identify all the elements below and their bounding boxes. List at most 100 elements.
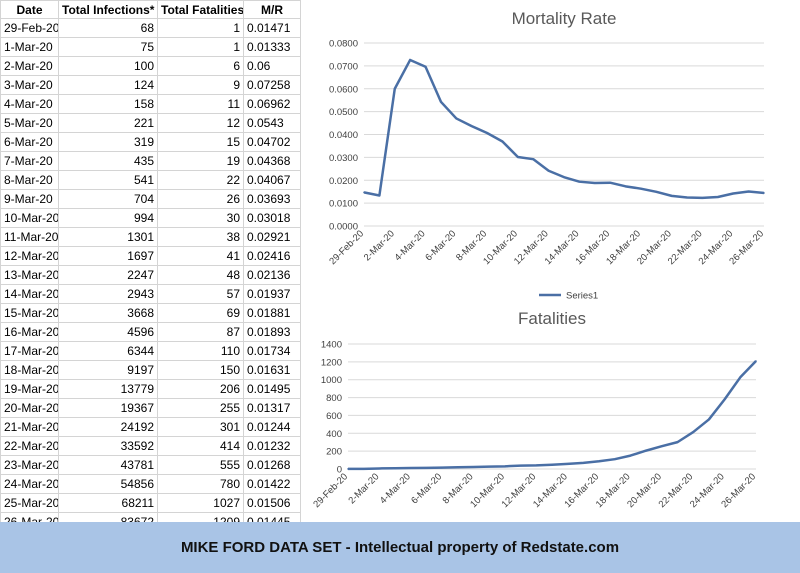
x-tick-label: 2-Mar-20 [346, 471, 381, 506]
data-point [551, 463, 553, 466]
table-row: 21-Mar-20 24192 301 0.01244 [0, 417, 301, 437]
header-mr: M/R [243, 0, 301, 19]
data-point [519, 464, 522, 467]
data-point [440, 100, 442, 103]
cell-date: 21-Mar-20 [0, 417, 59, 437]
data-point [747, 190, 750, 193]
table-row: 7-Mar-20 435 19 0.04368 [0, 151, 301, 171]
cell-date: 8-Mar-20 [0, 170, 59, 190]
cell-mr: 0.01937 [243, 284, 301, 304]
data-point [723, 398, 726, 401]
data-point [347, 468, 349, 470]
y-tick-label: 800 [326, 393, 342, 404]
cell-total-fatalities: 48 [157, 265, 244, 285]
cell-date: 13-Mar-20 [0, 265, 59, 285]
data-point [362, 468, 365, 470]
cell-total-fatalities: 301 [157, 417, 244, 437]
x-tick-label: 2-Mar-20 [362, 228, 397, 263]
table-row: 29-Feb-20 68 1 0.01471 [0, 18, 301, 38]
cell-mr: 0.06 [243, 56, 301, 76]
y-tick-label: 0.0300 [329, 153, 358, 164]
data-point [692, 431, 695, 433]
cell-total-infections: 54856 [58, 474, 158, 494]
data-point [701, 197, 704, 199]
data-point [582, 462, 585, 464]
x-tick-label: 29-Feb-20 [327, 228, 366, 267]
table-row: 8-Mar-20 541 22 0.04067 [0, 170, 301, 190]
y-tick-label: 0.0100 [329, 199, 358, 210]
cell-mr: 0.07258 [243, 75, 301, 95]
cell-total-infections: 4596 [58, 322, 158, 342]
cell-date: 4-Mar-20 [0, 94, 59, 114]
cell-date: 20-Mar-20 [0, 398, 59, 418]
cell-total-fatalities: 1027 [157, 493, 244, 513]
table-row: 4-Mar-20 158 11 0.06962 [0, 94, 301, 114]
cell-mr: 0.04702 [243, 132, 301, 152]
table-row: 15-Mar-20 3668 69 0.01881 [0, 303, 301, 323]
cell-mr: 0.01881 [243, 303, 301, 323]
x-tick-label: 4-Mar-20 [378, 471, 413, 506]
table-row: 12-Mar-20 1697 41 0.02416 [0, 246, 301, 266]
table-row: 14-Mar-20 2943 57 0.01937 [0, 284, 301, 304]
y-tick-label: 0.0700 [329, 61, 358, 72]
chart-title: Fatalities [518, 309, 586, 328]
legend-label: Series1 [566, 291, 598, 301]
data-point [686, 196, 688, 199]
data-point [517, 156, 519, 158]
cell-total-fatalities: 150 [157, 360, 244, 380]
table-row: 16-Mar-20 4596 87 0.01893 [0, 322, 301, 342]
cell-total-fatalities: 69 [157, 303, 244, 323]
cell-total-fatalities: 780 [157, 474, 244, 494]
table-row: 20-Mar-20 19367 255 0.01317 [0, 398, 301, 418]
cell-mr: 0.02136 [243, 265, 301, 285]
cell-total-infections: 319 [58, 132, 158, 152]
cell-date: 19-Mar-20 [0, 379, 59, 399]
table-row: 6-Mar-20 319 15 0.04702 [0, 132, 301, 152]
data-point [547, 169, 550, 172]
table-row: 9-Mar-20 704 26 0.03693 [0, 189, 301, 209]
table-row: 3-Mar-20 124 9 0.07258 [0, 75, 301, 95]
cell-mr: 0.03693 [243, 189, 301, 209]
x-tick-label: 6-Mar-20 [409, 471, 444, 506]
data-point [455, 117, 458, 120]
y-tick-label: 1000 [321, 375, 342, 386]
data-point [613, 458, 616, 460]
table-row: 11-Mar-20 1301 38 0.02921 [0, 227, 301, 247]
data-point [472, 466, 475, 468]
data-point [670, 195, 673, 197]
header-total-fatalities: Total Fatalities [157, 0, 244, 19]
cell-mr: 0.02416 [243, 246, 301, 266]
cell-total-infections: 994 [58, 208, 158, 228]
cell-mr: 0.01244 [243, 417, 301, 437]
data-point [645, 449, 647, 452]
cell-mr: 0.06962 [243, 94, 301, 114]
cell-date: 17-Mar-20 [0, 341, 59, 361]
cell-total-fatalities: 9 [157, 75, 244, 95]
data-table-container: Date Total Infections* Total Fatalities … [0, 0, 302, 532]
cell-total-fatalities: 87 [157, 322, 244, 342]
table-header-row: Date Total Infections* Total Fatalities … [0, 0, 301, 19]
header-date: Date [0, 0, 59, 19]
y-tick-label: 400 [326, 429, 342, 440]
cell-total-fatalities: 30 [157, 208, 244, 228]
x-tick-label: 4-Mar-20 [393, 228, 428, 263]
table-row: 5-Mar-20 221 12 0.0543 [0, 113, 301, 133]
table-row: 19-Mar-20 13779 206 0.01495 [0, 379, 301, 399]
data-point [566, 463, 569, 465]
cell-total-fatalities: 15 [157, 132, 244, 152]
table-row: 25-Mar-20 68211 1027 0.01506 [0, 493, 301, 513]
table-row: 2-Mar-20 100 6 0.06 [0, 56, 301, 76]
cell-total-infections: 68 [58, 18, 158, 38]
y-tick-label: 0.0600 [329, 84, 358, 95]
cell-total-infections: 19367 [58, 398, 158, 418]
y-tick-label: 0.0200 [329, 176, 358, 187]
cell-total-infections: 9197 [58, 360, 158, 380]
data-point [535, 464, 538, 467]
cell-total-fatalities: 41 [157, 246, 244, 266]
cell-date: 1-Mar-20 [0, 37, 59, 57]
cell-total-fatalities: 12 [157, 113, 244, 133]
data-point [393, 87, 396, 90]
cell-total-infections: 2247 [58, 265, 158, 285]
data-point [624, 185, 627, 188]
data-point [661, 445, 663, 448]
